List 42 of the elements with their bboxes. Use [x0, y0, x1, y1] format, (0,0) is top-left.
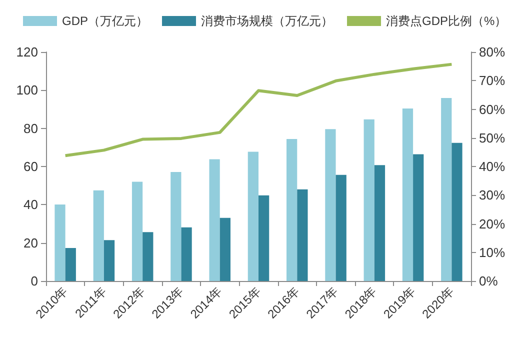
y-tick-label: 0 — [30, 274, 38, 288]
y2-tick-label: 40% — [479, 159, 506, 174]
bar — [413, 154, 424, 281]
bar — [181, 227, 192, 281]
y2-tick-label: 50% — [479, 130, 506, 146]
y2-tick-label: 20% — [479, 216, 506, 232]
y-tick-label: 20 — [24, 235, 38, 250]
bar — [209, 159, 220, 281]
bar — [374, 165, 386, 281]
bar — [248, 152, 258, 281]
bar — [170, 172, 182, 281]
bar — [402, 108, 414, 281]
bar — [297, 189, 308, 281]
legend-label: 消费市场规模（万亿元） — [201, 14, 334, 28]
y-tick-label: 40 — [24, 197, 38, 212]
bar — [132, 182, 143, 281]
bar — [93, 190, 104, 281]
bar — [54, 204, 66, 281]
bar — [104, 240, 115, 281]
bar — [220, 218, 230, 281]
bar — [441, 98, 452, 281]
y2-tick-label: 30% — [479, 188, 506, 203]
bar — [286, 139, 298, 281]
line-series — [64, 62, 454, 158]
y2-tick-label: 80% — [479, 44, 506, 60]
y2-tick-label: 60% — [479, 102, 506, 117]
y-tick-label: 60 — [24, 159, 38, 174]
bar — [452, 142, 462, 281]
y2-tick-label: 0% — [479, 274, 498, 288]
bar — [65, 248, 76, 281]
y2-tick-label: 10% — [479, 244, 506, 260]
y-tick-label: 120 — [16, 44, 38, 60]
bar — [142, 232, 154, 281]
legend-label: GDP（万亿元） — [62, 14, 148, 28]
y-tick-label: 80 — [24, 120, 38, 136]
bar — [336, 174, 346, 281]
bar — [258, 195, 270, 281]
y2-tick-label: 70% — [479, 73, 506, 88]
y-tick-label: 100 — [16, 82, 38, 98]
bar — [364, 119, 374, 281]
bar — [325, 129, 336, 281]
legend-label: 消费点GDP比例（%） — [386, 14, 507, 28]
